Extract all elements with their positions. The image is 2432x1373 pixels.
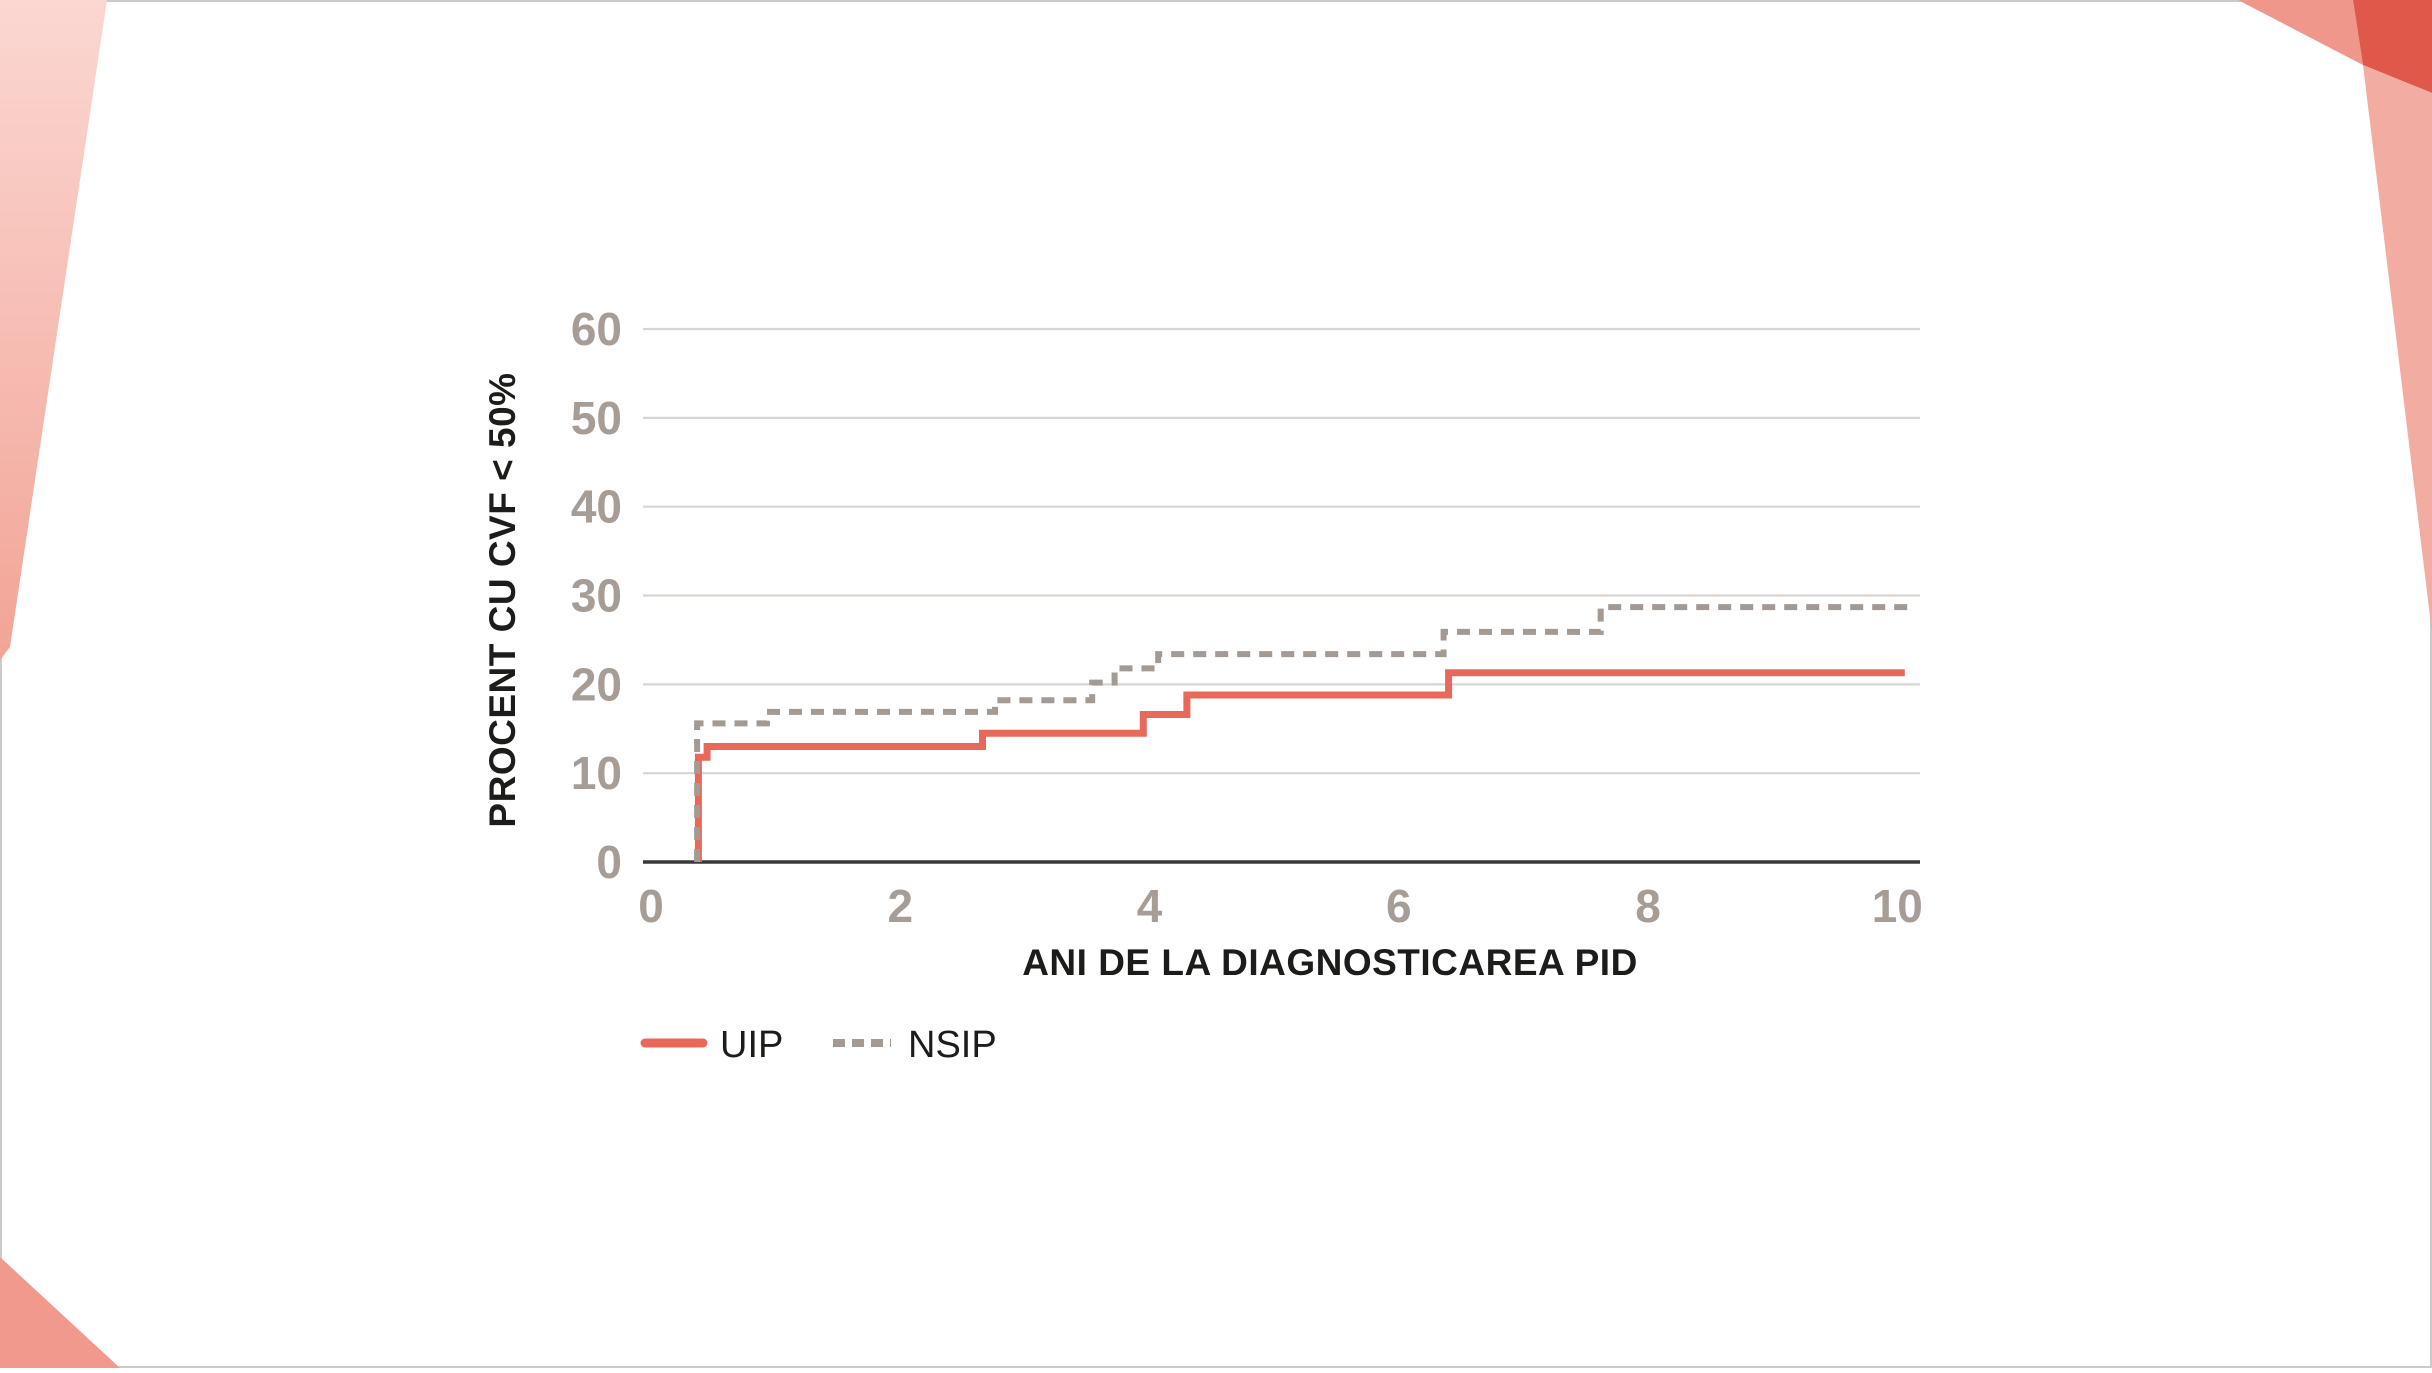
legend: UIP NSIP [640,1024,997,1066]
top-right-dark-triangle [2353,0,2432,93]
series-line-uip [694,669,1905,862]
data-series [694,604,1908,862]
x-axis-title: ANI DE LA DIAGNOSTICAREA PID [1022,942,1638,983]
y-tick-label-30: 30 [571,570,622,622]
x-tick-label-0: 0 [638,880,664,932]
x-axis-tick-labels: 0 2 4 6 8 10 [638,880,1923,932]
x-tick-label-2: 2 [887,880,913,932]
y-tick-label-0: 0 [596,836,622,888]
top-right-salmon-triangle [2238,0,2363,65]
y-axis-tick-labels: 0 10 20 30 40 50 60 [571,303,622,888]
series-line-nsip [694,604,1908,862]
y-tick-label-10: 10 [571,747,622,799]
x-tick-label-10: 10 [1872,880,1923,932]
left-wedge-decoration [0,0,107,660]
y-tick-label-20: 20 [571,658,622,710]
x-tick-label-6: 6 [1386,880,1412,932]
y-tick-label-40: 40 [571,481,622,533]
gridlines [643,327,1920,864]
x-tick-label-8: 8 [1635,880,1661,932]
right-edge-strip-decoration [2363,65,2432,633]
y-axis-title: PROCENT CU CVF < 50% [482,372,523,827]
bottom-left-triangle-decoration [0,1257,120,1368]
legend-label-nsip: NSIP [908,1024,997,1066]
y-tick-label-50: 50 [571,392,622,444]
x-tick-label-4: 4 [1137,880,1163,932]
legend-label-uip: UIP [720,1024,783,1066]
y-tick-label-60: 60 [571,303,622,355]
